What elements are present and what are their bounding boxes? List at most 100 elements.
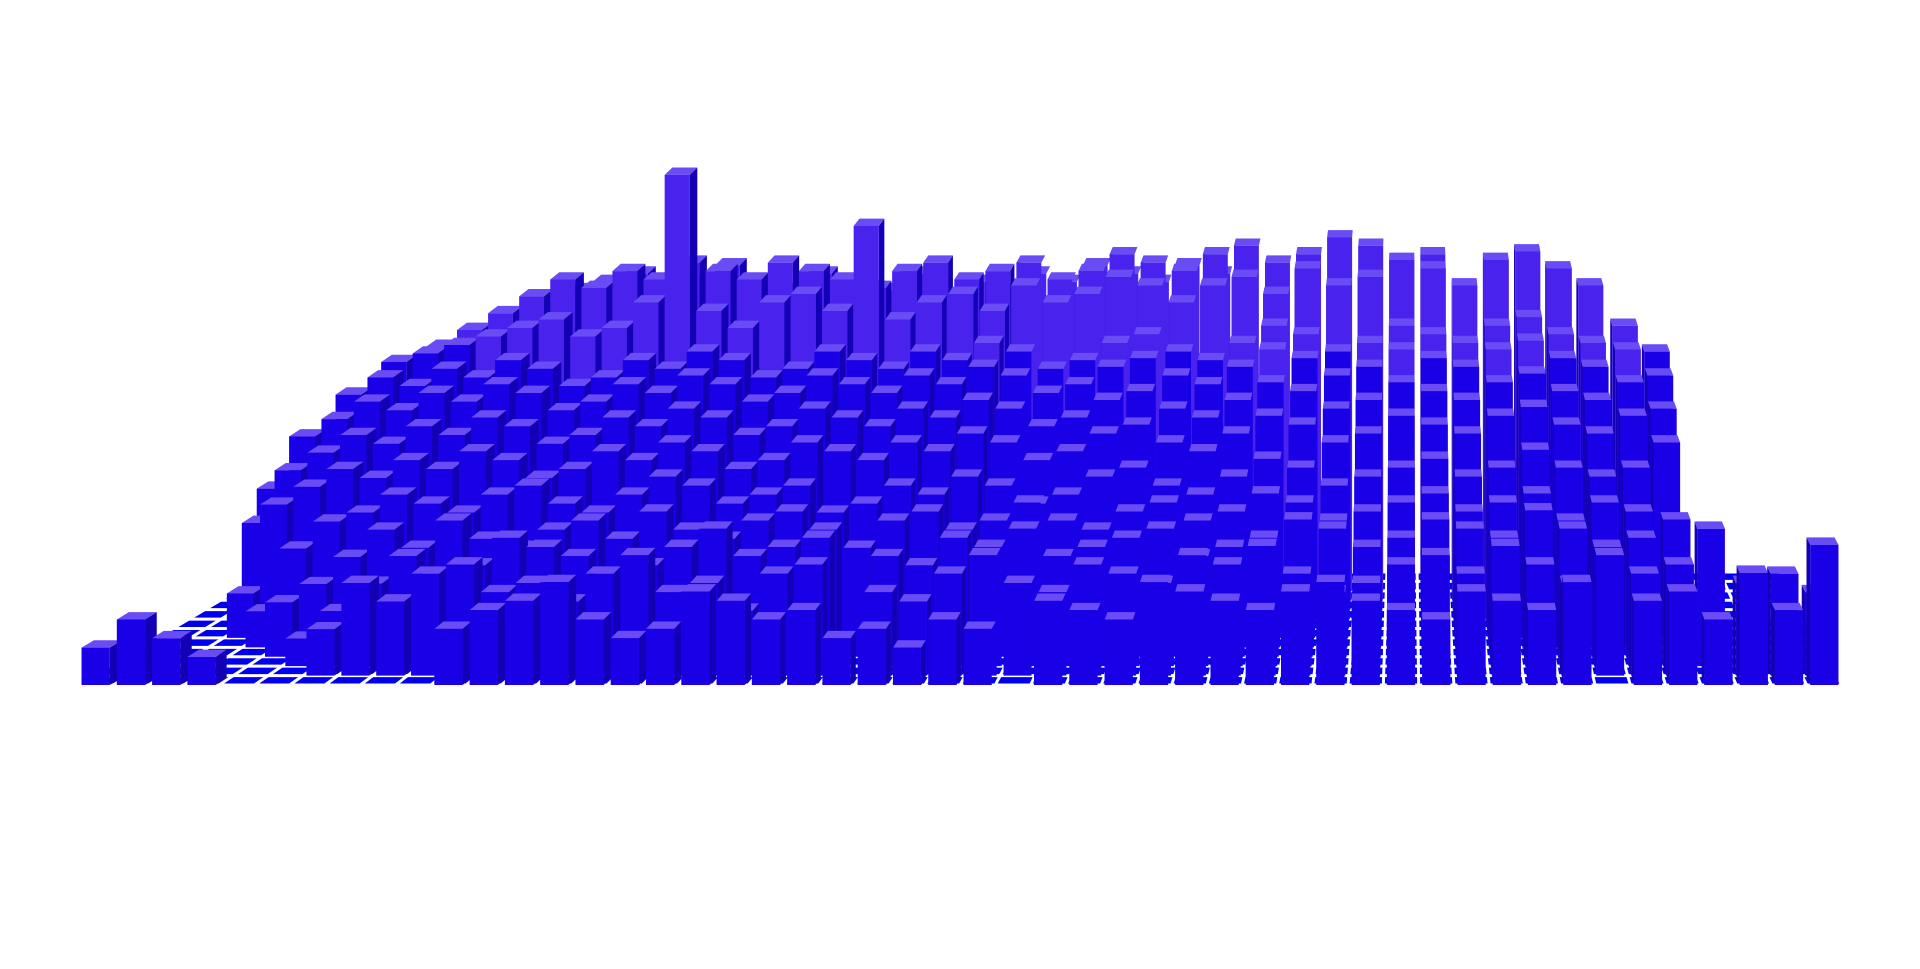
bar-top-face — [1666, 584, 1698, 592]
bar-side-face — [1482, 252, 1484, 601]
bar-top-face — [1587, 469, 1617, 477]
bar-top-face — [767, 539, 801, 548]
bar-top-face — [279, 541, 317, 549]
bar-3d — [1034, 593, 1066, 685]
bar-top-face — [1578, 335, 1606, 344]
bar-side-face — [1736, 565, 1740, 685]
bar-top-face — [1356, 335, 1383, 344]
bar-top-face — [1011, 278, 1041, 286]
bar-side-face — [1623, 504, 1626, 657]
bar-3d — [610, 630, 647, 685]
bar-top-face — [1073, 557, 1105, 565]
bar-side-face — [1554, 460, 1556, 648]
bar-top-face — [1078, 263, 1107, 272]
bar-top-face — [612, 376, 647, 385]
bar-top-face — [1140, 255, 1169, 263]
bar-3d — [1210, 593, 1241, 685]
bar-top-face — [775, 504, 809, 512]
bar-top-face — [1806, 537, 1839, 545]
bar-top-face — [615, 487, 650, 495]
bar-side-face — [956, 612, 961, 685]
bar-top-face — [431, 361, 467, 369]
bar-top-face — [838, 376, 871, 385]
bar-side-face — [709, 584, 716, 685]
bar-top-face — [806, 368, 839, 376]
bar-top-face — [625, 452, 660, 461]
bar-3d — [1806, 537, 1839, 685]
bar-top-face — [948, 286, 978, 294]
bar-top-face — [475, 329, 511, 337]
bar-top-face — [741, 513, 775, 521]
bar-top-face — [696, 303, 729, 312]
bar-side-face — [1485, 375, 1487, 629]
bar-top-face — [558, 378, 593, 387]
bar-side-face — [1561, 574, 1564, 685]
bar-front-face — [1281, 591, 1310, 685]
bar-top-face — [759, 566, 794, 574]
bar-top-face — [1514, 244, 1541, 252]
bar-3d — [116, 612, 157, 685]
bar-side-face — [1701, 612, 1705, 685]
bar-side-face — [1806, 537, 1811, 685]
bar-top-face — [896, 401, 929, 409]
bar-3d — [575, 612, 612, 685]
bar-top-face — [1200, 278, 1228, 286]
bar-top-face — [798, 263, 830, 272]
bar-top-face — [488, 305, 523, 314]
bar-top-face — [698, 521, 733, 529]
bar-top-face — [1032, 385, 1063, 394]
bar-top-face — [1325, 344, 1352, 352]
bar-front-face — [504, 600, 534, 685]
bar-side-face — [921, 640, 926, 685]
bar-top-face — [1194, 376, 1223, 385]
bar-top-face — [1644, 368, 1674, 376]
bar-top-face — [1261, 318, 1288, 326]
bar-side-face — [1559, 575, 1562, 676]
bar-top-face — [923, 444, 955, 452]
bar-top-face — [942, 352, 973, 361]
bar-top-face — [1626, 530, 1657, 538]
bar-top-face — [536, 436, 572, 444]
bar-top-face — [1316, 574, 1346, 583]
bar-top-face — [491, 530, 528, 538]
bar-top-face — [550, 272, 584, 280]
bar-top-face — [1171, 263, 1199, 272]
bar-top-face — [973, 335, 1004, 344]
bar-top-face — [1388, 342, 1415, 350]
bar-top-face — [1247, 538, 1277, 546]
bar-top-face — [1165, 344, 1194, 352]
bar-top-face — [1013, 495, 1045, 503]
bar-top-face — [1318, 521, 1347, 529]
bar-front-face — [787, 610, 816, 685]
bar-top-face — [1612, 342, 1641, 350]
bar-top-face — [1089, 426, 1119, 434]
bar-top-face — [447, 505, 484, 513]
bar-top-face — [822, 303, 854, 312]
bar-top-face — [293, 479, 331, 487]
bar-3d — [1631, 593, 1663, 685]
bar-top-face — [571, 513, 607, 521]
bar-front-face — [716, 600, 745, 685]
bar-top-face — [381, 354, 417, 363]
bar-3d — [963, 621, 996, 685]
bar-top-face — [392, 452, 430, 461]
bar-top-face — [1421, 383, 1448, 392]
bar-front-face — [575, 619, 604, 685]
bar-3d — [787, 602, 821, 685]
bar-side-face — [1484, 342, 1486, 620]
bar-top-face — [1456, 584, 1486, 592]
bar-top-face — [1701, 612, 1733, 620]
bar-top-face — [1287, 460, 1315, 468]
bar-top-face — [1282, 566, 1312, 574]
bar-top-face — [911, 504, 944, 512]
bar-side-face — [1521, 442, 1523, 648]
bar-side-face — [815, 602, 821, 685]
bar-front-face — [1810, 544, 1839, 685]
bar-top-face — [1322, 401, 1350, 409]
bar-top-face — [526, 539, 563, 548]
bar-3d — [892, 640, 926, 685]
bar-top-face — [1065, 376, 1095, 385]
bar-top-face — [1257, 375, 1285, 383]
bar-top-face — [605, 531, 640, 539]
bar-top-face — [939, 530, 972, 538]
